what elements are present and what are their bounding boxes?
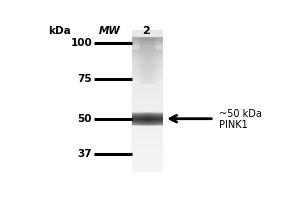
Text: 37: 37 bbox=[77, 149, 92, 159]
Text: ~50 kDa: ~50 kDa bbox=[219, 109, 262, 119]
Text: 50: 50 bbox=[78, 114, 92, 124]
Text: kDa: kDa bbox=[48, 26, 71, 36]
Text: 75: 75 bbox=[77, 74, 92, 84]
Text: 100: 100 bbox=[70, 38, 92, 48]
Text: PINK1: PINK1 bbox=[219, 120, 248, 130]
Text: MW: MW bbox=[99, 26, 121, 36]
Text: 2: 2 bbox=[142, 26, 149, 36]
